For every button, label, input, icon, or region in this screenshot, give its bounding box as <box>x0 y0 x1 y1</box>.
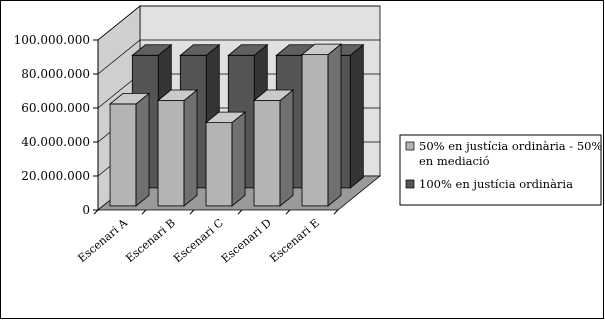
gridline <box>97 39 380 75</box>
y-tick-label: 100.000.000 <box>14 33 90 47</box>
x-tick-mark <box>141 209 147 215</box>
legend-swatch <box>405 141 415 151</box>
legend-label: 100% en justícia ordinària <box>419 177 573 191</box>
y-axis-tick-labels: 0 20.000.000 40.000.000 60.000.000 80.000.00… <box>14 33 90 217</box>
y-tick-label: 40.000.000 <box>21 135 90 149</box>
x-tick-mark <box>189 209 195 215</box>
gridline <box>97 5 380 41</box>
bar-mediation-mix-5 <box>300 43 343 207</box>
legend-swatch <box>405 179 415 189</box>
bar-mediation-mix-1 <box>108 92 151 207</box>
legend-box <box>399 134 602 206</box>
bars <box>108 43 365 207</box>
y-tick-label: 60.000.000 <box>21 101 90 115</box>
legend: 50% en justícia ordinària - 50%en mediac… <box>399 134 602 206</box>
bar-mediation-mix-3 <box>204 111 247 207</box>
bar-mediation-mix-4 <box>252 89 295 207</box>
y-tick-label: 0 <box>82 203 90 217</box>
x-tick-mark <box>285 209 291 215</box>
y-tick-label: 20.000.000 <box>21 169 90 183</box>
legend-label: en mediació <box>419 154 490 168</box>
x-tick-mark <box>93 209 99 215</box>
legend-label: 50% en justícia ordinària - 50% <box>419 139 602 153</box>
x-tick-mark <box>237 209 243 215</box>
bar-mediation-mix-2 <box>156 89 199 207</box>
x-tick-mark <box>333 209 339 215</box>
y-tick-label: 80.000.000 <box>21 67 90 81</box>
axes <box>93 39 339 215</box>
